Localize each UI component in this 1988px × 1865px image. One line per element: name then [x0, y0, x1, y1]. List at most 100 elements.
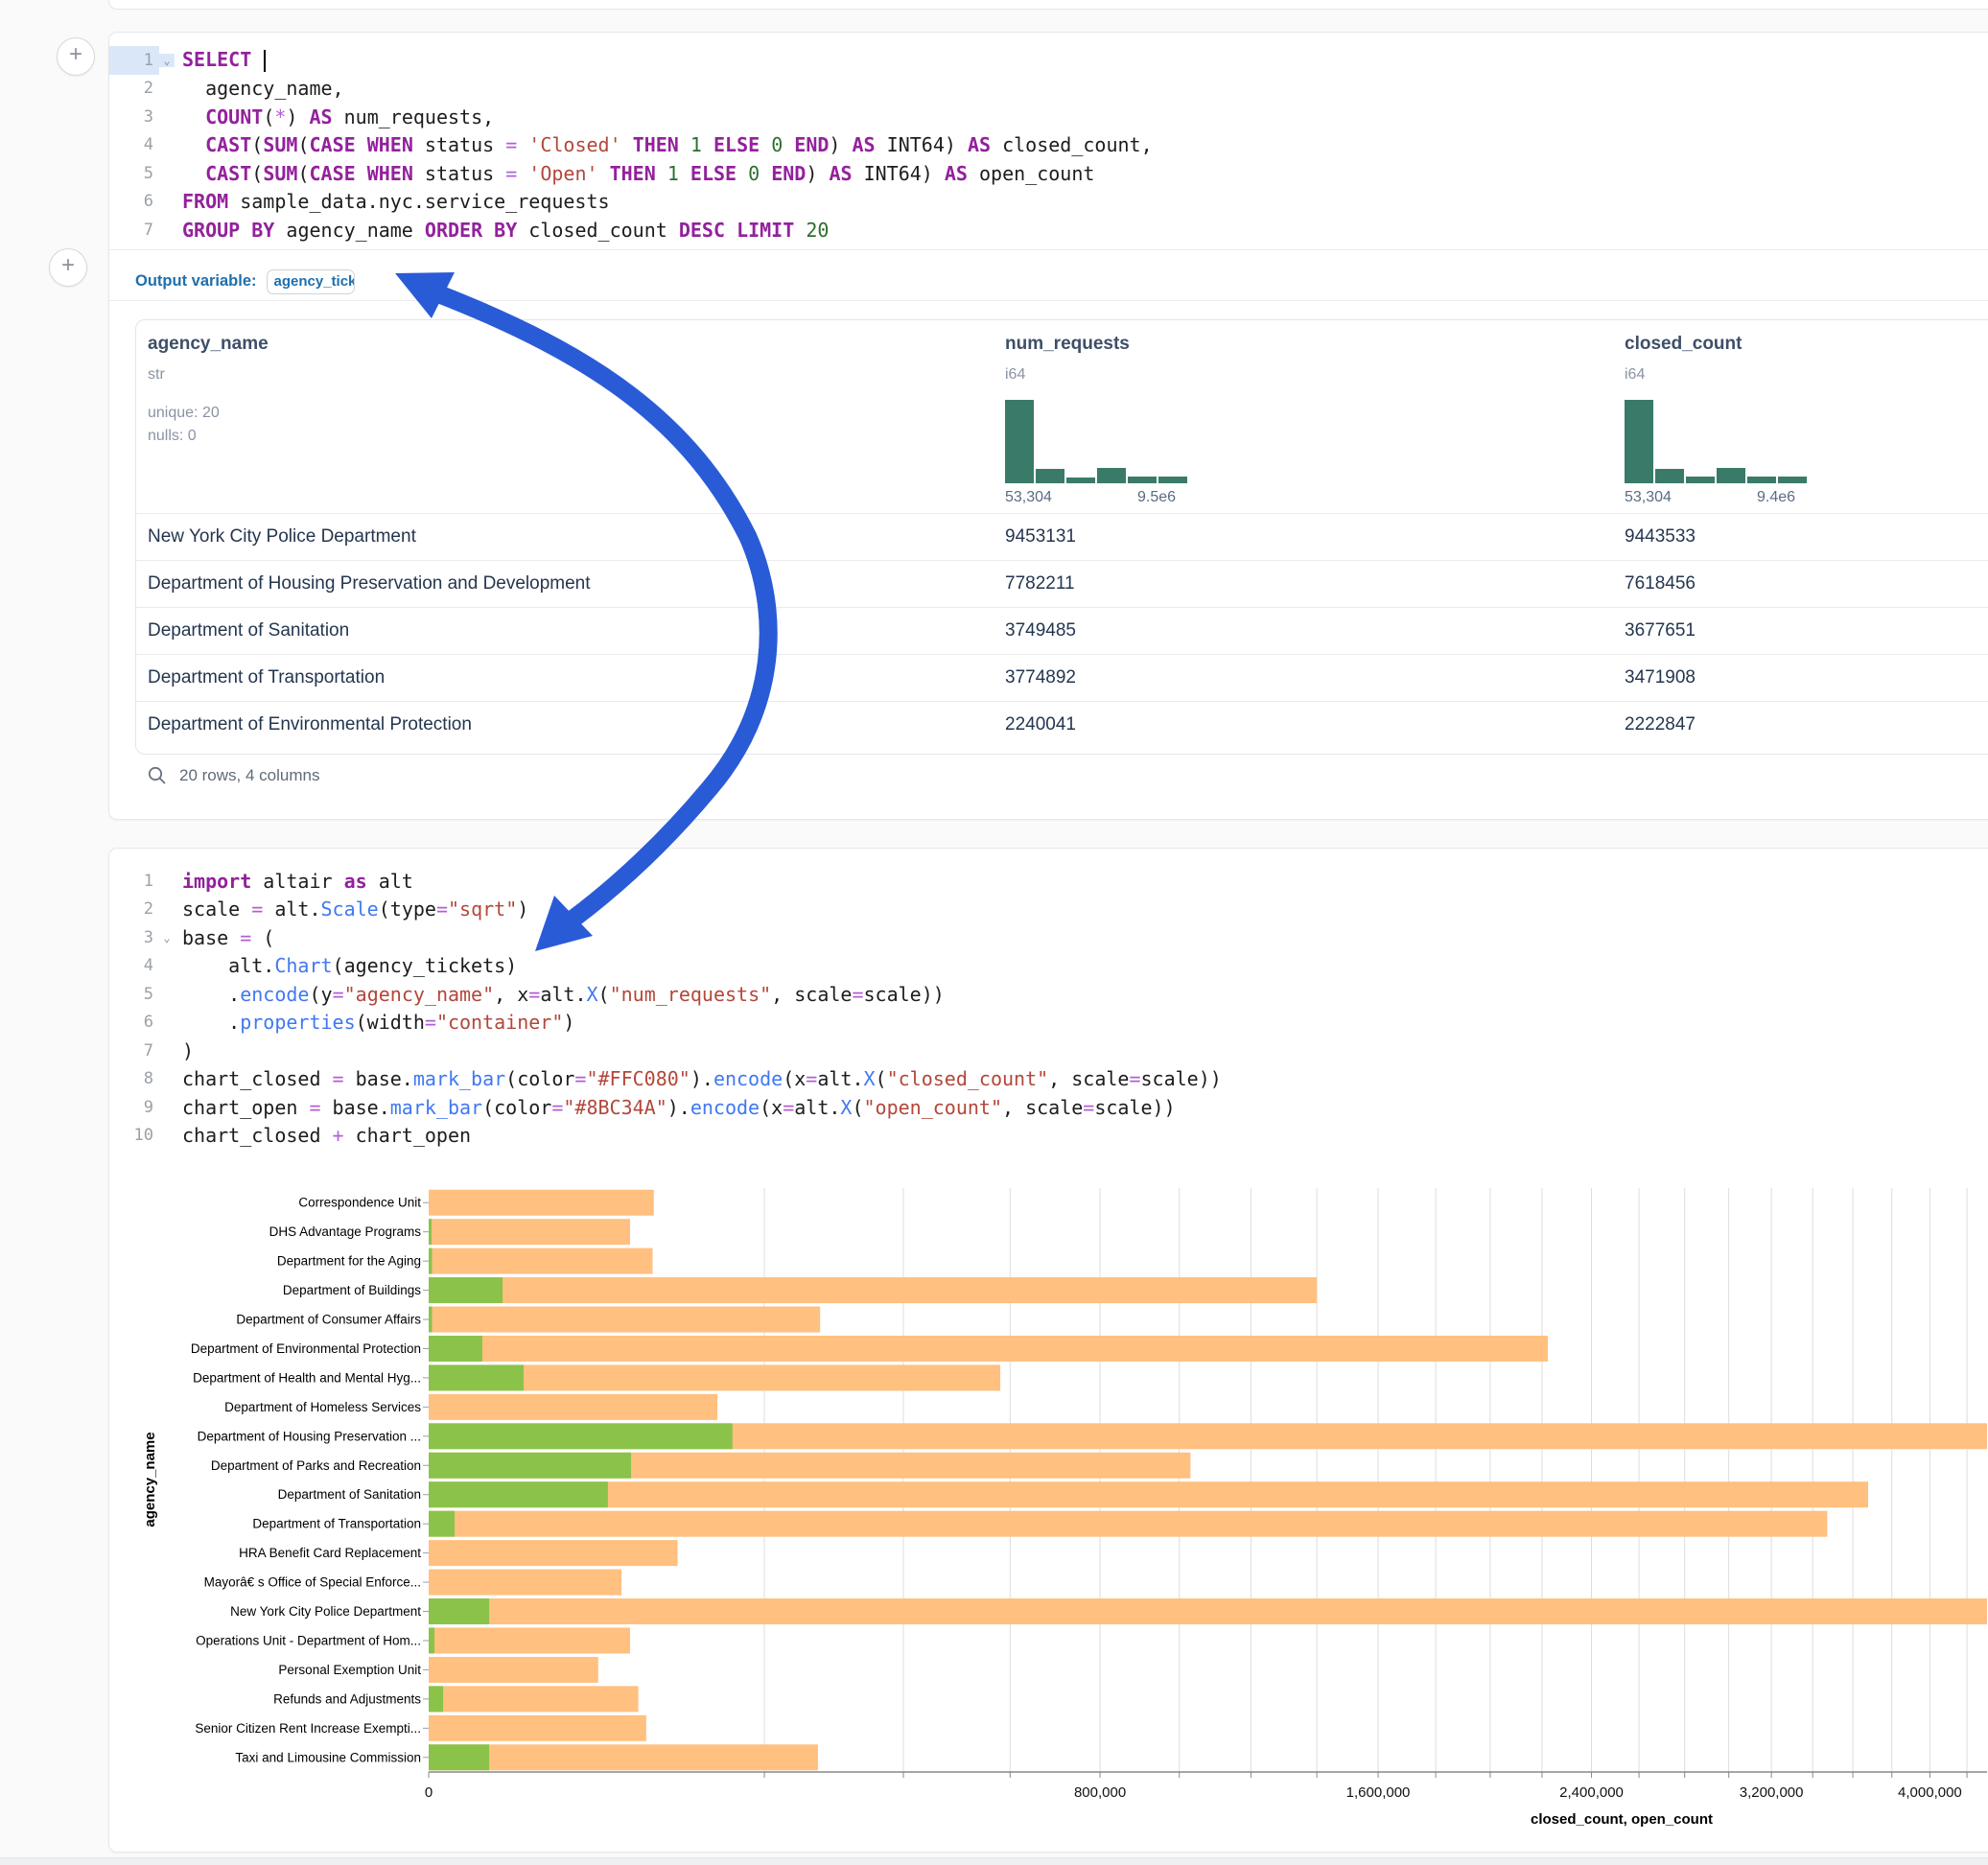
bar-closed-count	[429, 1656, 598, 1683]
code-line[interactable]: 1 ⌄ SELECT	[109, 46, 1988, 75]
table-row-count: 20 rows, 4 columns	[179, 766, 320, 784]
histogram-bar	[1778, 477, 1807, 483]
code-line[interactable]: 10 chart_closed + chart_open	[109, 1122, 1988, 1151]
bar-open-count	[429, 1277, 503, 1304]
code-line[interactable]: 6 .properties(width="container")	[109, 1009, 1988, 1037]
column-header[interactable]: closed_count	[1625, 334, 1742, 354]
column-type: i64	[1005, 366, 1026, 383]
histogram-bar	[1128, 477, 1157, 483]
code-line[interactable]: 3 COUNT(*) AS num_requests,	[109, 103, 1988, 131]
code-line[interactable]: 4 alt.Chart(agency_tickets)	[109, 952, 1988, 981]
line-number: 3	[143, 927, 153, 947]
x-axis-tick-label: 800,000	[1074, 1784, 1126, 1801]
histogram-max-label: 9.5e6	[1137, 489, 1177, 505]
column-histogram	[1625, 400, 1807, 483]
output-variable-badge[interactable]: agency_tickets	[266, 268, 355, 294]
bar-closed-count	[429, 1686, 639, 1713]
column-header[interactable]: agency_name	[148, 334, 269, 354]
code-line[interactable]: 7 GROUP BY agency_name ORDER BY closed_co…	[109, 216, 1988, 245]
bar-open-count	[429, 1306, 433, 1333]
bar-closed-count	[429, 1219, 631, 1246]
column-stats: nulls: 0	[148, 428, 197, 444]
code-line[interactable]: 9 chart_open = base.mark_bar(color="#8BC3…	[109, 1093, 1988, 1122]
table-cell: Department of Housing Preservation and D…	[148, 573, 591, 594]
line-number: 1	[143, 871, 153, 891]
code-text: chart_closed + chart_open	[182, 1124, 472, 1148]
code-line[interactable]: 4 CAST(SUM(CASE WHEN status = 'Closed' T…	[109, 131, 1988, 160]
python-code-editor[interactable]: 1 import altair as alt 2 scale = alt.Scale(…	[109, 867, 1988, 1150]
output-variable-label: Output variable:	[135, 272, 257, 290]
fold-chevron-icon[interactable]: ⌄	[163, 930, 171, 944]
column-type: str	[148, 366, 165, 383]
histogram-bar	[1655, 469, 1684, 483]
code-line[interactable]: 5 CAST(SUM(CASE WHEN status = 'Open' THE…	[109, 159, 1988, 188]
previous-cell-edge	[108, 0, 1988, 10]
bar-closed-count	[429, 1393, 718, 1420]
code-text: .encode(y="agency_name", x=alt.X("num_re…	[182, 982, 945, 1006]
code-line[interactable]: 2 scale = alt.Scale(type="sqrt")	[109, 896, 1988, 924]
bar-chart-svg: Correspondence Unit DHS Advantage Program…	[142, 1188, 1987, 1828]
add-cell-button-top[interactable]: +	[57, 37, 95, 76]
code-line[interactable]: 3 ⌄ base = (	[109, 923, 1988, 952]
bar-open-count	[429, 1627, 435, 1654]
next-cell-edge	[0, 1857, 1988, 1865]
code-text: COUNT(*) AS num_requests,	[205, 105, 495, 128]
bar-closed-count	[429, 1510, 1828, 1537]
code-text: chart_open = base.mark_bar(color="#8BC34…	[182, 1095, 1176, 1119]
y-axis-label: Refunds and Adjustments	[273, 1691, 421, 1706]
table-row[interactable]: Department of Environmental Protection 22…	[136, 701, 1988, 749]
code-line[interactable]: 1 import altair as alt	[109, 867, 1988, 896]
code-text: FROM sample_data.nyc.service_requests	[182, 190, 610, 214]
line-number: 7	[143, 220, 153, 240]
bar-closed-count	[429, 1335, 1548, 1362]
code-text: CAST(SUM(CASE WHEN status = 'Closed' THE…	[205, 133, 1153, 157]
histogram-bar	[1686, 477, 1715, 483]
histogram-min-label: 53,304	[1005, 489, 1052, 505]
x-axis-tick-label: 4,000,000	[1898, 1784, 1962, 1801]
code-line[interactable]: 6 FROM sample_data.nyc.service_requests	[109, 188, 1988, 217]
code-text: )	[182, 1038, 195, 1062]
table-row[interactable]: Department of Sanitation 3749485 3677651	[136, 607, 1988, 655]
histogram-bar	[1005, 400, 1034, 483]
table-cell: 7618456	[1625, 573, 1696, 594]
line-number: 8	[143, 1069, 153, 1089]
table-cell: 3677651	[1625, 620, 1696, 641]
histogram-bar	[1066, 477, 1095, 483]
table-row[interactable]: Department of Housing Preservation and D…	[136, 560, 1988, 608]
column-stats: unique: 20	[148, 405, 220, 421]
y-axis-label: Department of Sanitation	[278, 1487, 421, 1502]
line-number: 4	[143, 135, 153, 155]
sql-cell: 1 ⌄ SELECT 2 agency_name, 3 COUNT(*) AS num…	[108, 32, 1988, 820]
code-line[interactable]: 7)	[109, 1037, 1988, 1065]
line-number: 1	[109, 46, 159, 75]
column-header[interactable]: num_requests	[1005, 334, 1130, 354]
y-axis-label: Department of Parks and Recreation	[211, 1458, 421, 1473]
y-axis-label: Department of Consumer Affairs	[236, 1313, 421, 1327]
code-line[interactable]: 5 .encode(y="agency_name", x=alt.X("num_…	[109, 980, 1988, 1009]
sql-code-editor[interactable]: 1 ⌄ SELECT 2 agency_name, 3 COUNT(*) AS num…	[109, 46, 1988, 245]
table-cell: 9443533	[1625, 526, 1696, 547]
fold-chevron-icon[interactable]: ⌄	[159, 53, 175, 67]
x-axis-title: closed_count, open_count	[1531, 1811, 1713, 1828]
line-number: 2	[143, 79, 153, 99]
line-number: 5	[143, 984, 153, 1004]
line-number: 2	[143, 899, 153, 920]
table-cell: Department of Transportation	[148, 667, 386, 688]
bar-closed-count	[429, 1306, 821, 1333]
table-cell: 7782211	[1005, 573, 1075, 594]
search-icon[interactable]	[147, 765, 168, 786]
table-row[interactable]: Department of Transportation 3774892 34719…	[136, 654, 1988, 702]
bar-closed-count	[429, 1364, 1001, 1391]
table-cell: 2240041	[1005, 714, 1076, 734]
table-row[interactable]: New York City Police Department 9453131 94…	[136, 513, 1988, 561]
code-line[interactable]: 2 agency_name,	[109, 75, 1988, 104]
add-cell-button-output[interactable]: +	[49, 248, 87, 287]
histogram-bar	[1097, 468, 1126, 483]
histogram-bar	[1158, 477, 1187, 483]
code-text: CAST(SUM(CASE WHEN status = 'Open' THEN …	[205, 161, 1095, 185]
code-line[interactable]: 8 chart_closed = base.mark_bar(color="#FF…	[109, 1065, 1988, 1094]
y-axis-label: Department of Homeless Services	[224, 1400, 421, 1414]
code-text: alt.Chart(agency_tickets)	[182, 954, 518, 978]
x-axis-tick-label: 2,400,000	[1559, 1784, 1624, 1801]
histogram-bar	[1625, 400, 1653, 483]
